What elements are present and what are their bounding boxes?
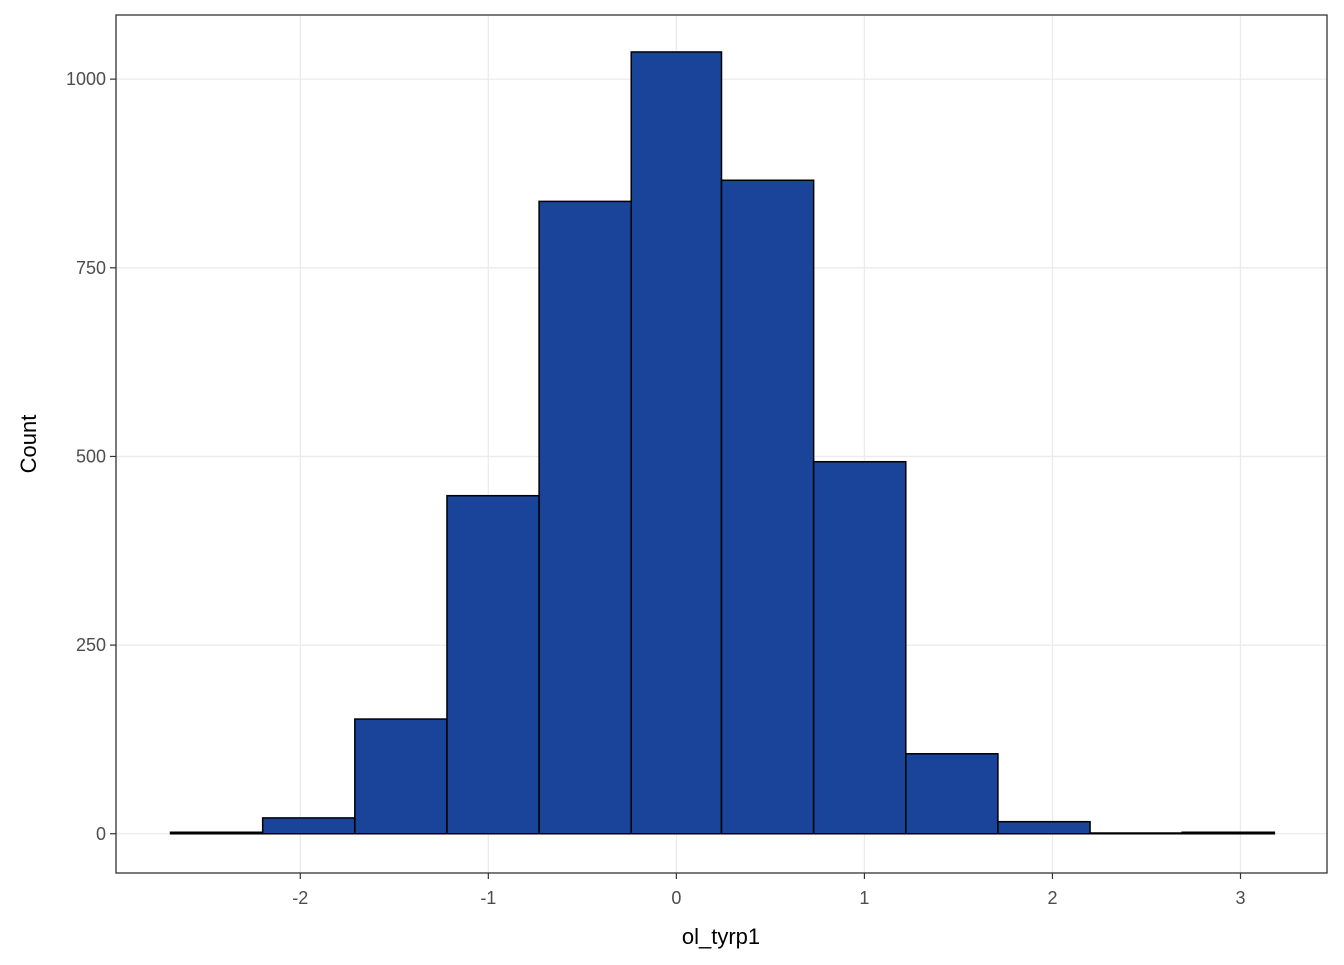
y-tick-label: 250: [76, 635, 106, 655]
x-tick-label: 3: [1235, 888, 1245, 908]
y-tick-label: 750: [76, 258, 106, 278]
bar: [997, 820, 1091, 835]
y-tick-label: 500: [76, 446, 106, 466]
y-axis-title: Count: [16, 415, 41, 474]
bar: [538, 200, 632, 835]
y-tick-label: 1000: [66, 69, 106, 89]
x-tick-label: -2: [292, 888, 308, 908]
x-tick-label: 1: [859, 888, 869, 908]
bar: [446, 494, 540, 835]
bar: [1089, 832, 1183, 835]
x-tick-label: 2: [1047, 888, 1057, 908]
bar: [720, 179, 815, 835]
panel-border: [115, 14, 1328, 874]
x-tick-label: -1: [480, 888, 496, 908]
bar: [812, 460, 907, 835]
bar: [630, 51, 723, 835]
y-tick-label: 0: [96, 824, 106, 844]
x-tick-label: 0: [671, 888, 681, 908]
bar: [169, 831, 264, 835]
x-axis-title: ol_tyrp1: [682, 924, 760, 949]
bar: [261, 817, 356, 835]
bar: [1181, 831, 1276, 835]
bar: [905, 753, 999, 835]
bar: [354, 718, 448, 835]
